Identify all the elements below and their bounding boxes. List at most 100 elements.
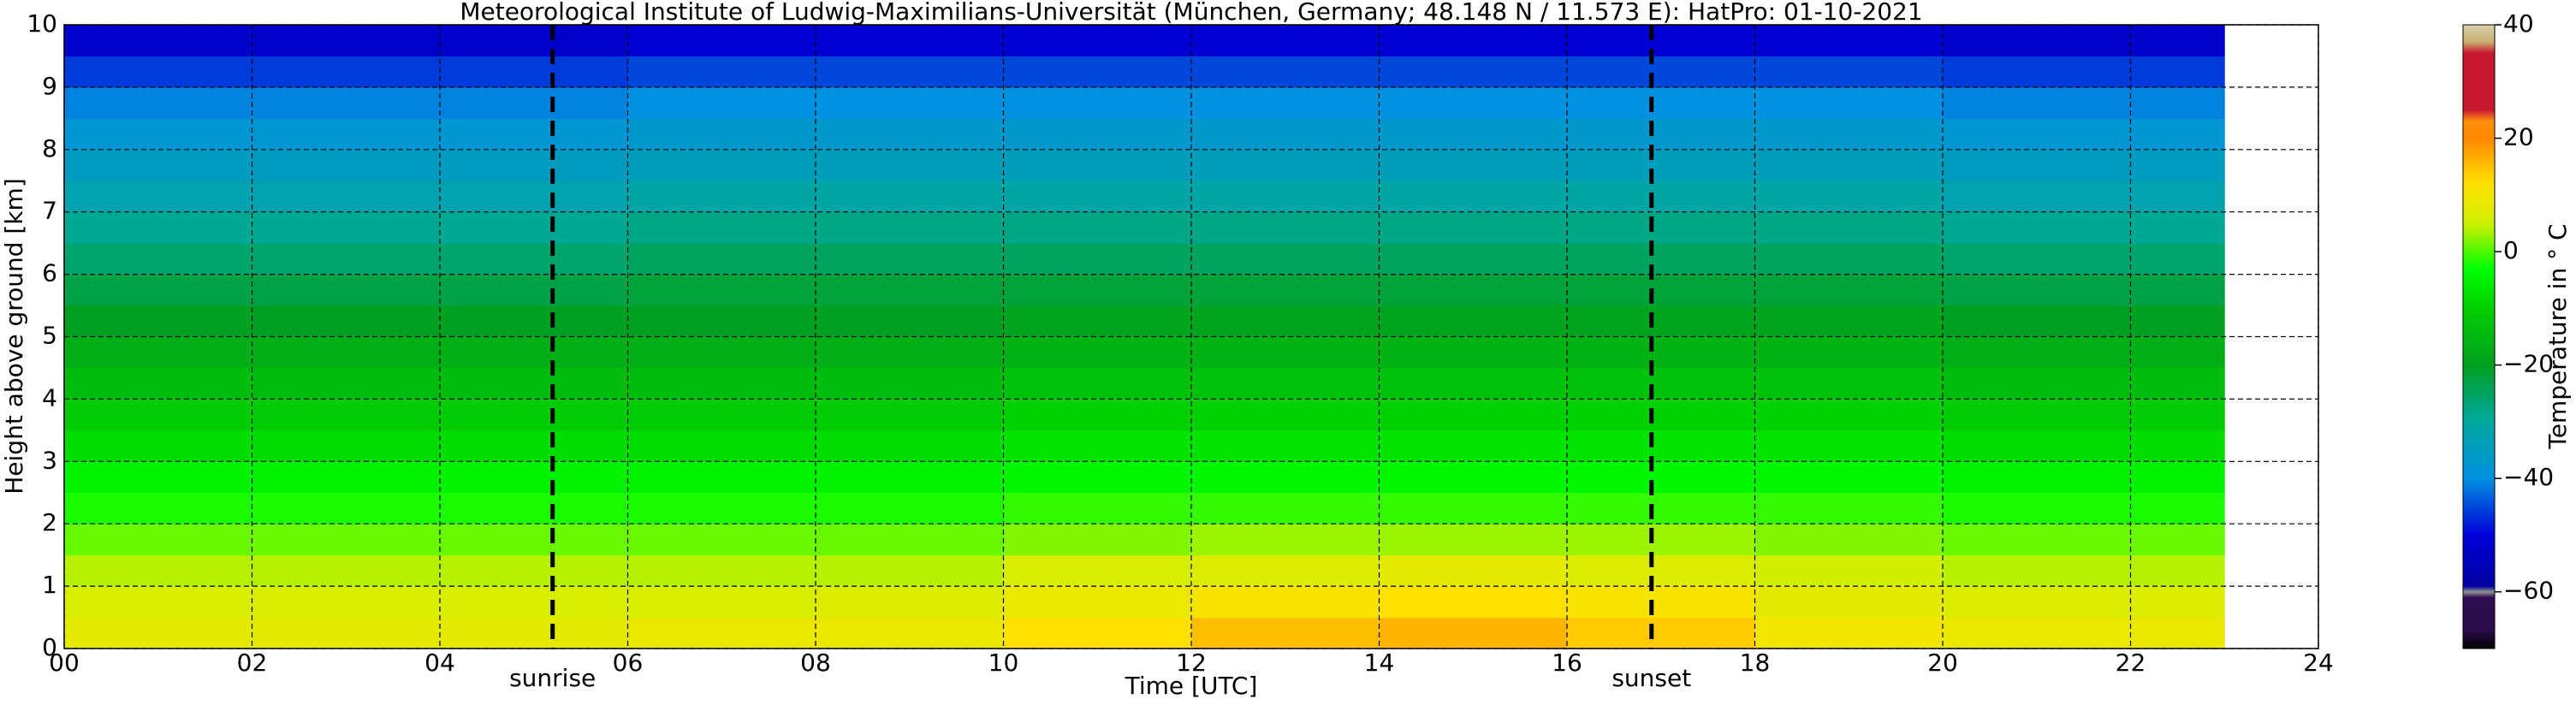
heatmap-cell	[1379, 149, 1568, 181]
heatmap-cell	[1191, 181, 1380, 213]
y-tick-label: 8	[42, 134, 57, 163]
heatmap-cell	[816, 399, 1004, 431]
heatmap-cell	[440, 617, 628, 649]
heatmap-cell	[252, 149, 441, 181]
heatmap-cell	[1379, 305, 1568, 337]
heatmap-cell	[252, 211, 441, 244]
heatmap-cell	[1943, 617, 2131, 649]
heatmap-cell	[1191, 336, 1380, 369]
heatmap-cell	[816, 461, 1004, 494]
y-tick-label: 4	[42, 383, 57, 412]
heatmap-cell	[440, 399, 628, 431]
heatmap-cell	[1943, 25, 2131, 56]
heatmap-cell	[1379, 336, 1568, 369]
y-tick-label: 9	[42, 72, 57, 100]
x-tick-label: 12	[1176, 649, 1207, 677]
heatmap-cell	[1379, 492, 1568, 524]
heatmap-cell	[64, 274, 252, 306]
heatmap-cell	[816, 430, 1004, 462]
colorbar-tick-label: −60	[2503, 577, 2554, 605]
y-tick-label: 0	[42, 633, 57, 661]
heatmap-cell	[252, 430, 441, 462]
heatmap-cell	[1379, 118, 1568, 151]
heatmap-cell	[1003, 118, 1192, 151]
heatmap-cell	[1191, 274, 1380, 306]
heatmap-cell	[440, 243, 628, 275]
heatmap-cell	[1754, 492, 1944, 524]
heatmap-cell	[1003, 430, 1192, 462]
heatmap-cell	[2130, 274, 2225, 306]
colorbar-tick-label: 0	[2503, 236, 2519, 264]
heatmap-cell	[1943, 181, 2131, 213]
heatmap-cell	[1567, 430, 1755, 462]
heatmap-cell	[2130, 56, 2225, 88]
heatmap-cell	[252, 56, 441, 88]
heatmap-cell	[816, 56, 1004, 88]
heatmap-cell	[64, 149, 252, 181]
heatmap-cell	[440, 586, 628, 619]
heatmap-cell	[2130, 524, 2225, 556]
heatmap-cell	[252, 367, 441, 400]
y-tick-label: 5	[42, 322, 57, 350]
colorbar-tick-label: −20	[2503, 350, 2554, 378]
x-tick-label: 24	[2303, 649, 2334, 677]
heatmap-cell	[440, 492, 628, 524]
x-tick-label: 10	[988, 649, 1019, 677]
heatmap-cell	[627, 554, 816, 587]
heatmap-cell	[440, 336, 628, 369]
heatmap-cell	[1754, 243, 1944, 275]
heatmap-cell	[252, 524, 441, 556]
heatmap-cell	[1943, 367, 2131, 400]
heatmap-cell	[816, 524, 1004, 556]
x-tick-label: 08	[800, 649, 831, 677]
heatmap-cell	[1379, 274, 1568, 306]
heatmap-cell	[1191, 86, 1380, 119]
heatmap-cell	[1379, 86, 1568, 119]
heatmap-cell	[2130, 586, 2225, 619]
heatmap-cell	[1191, 211, 1380, 244]
colorbar-tick-label: −40	[2503, 463, 2554, 491]
heatmap-cell	[252, 336, 441, 369]
heatmap-cell	[1567, 118, 1755, 151]
heatmap-cell	[627, 149, 816, 181]
heatmap-cell	[1191, 118, 1380, 151]
heatmap-cell	[1191, 492, 1380, 524]
heatmap-cell	[1567, 617, 1755, 649]
heatmap-cell	[816, 336, 1004, 369]
heatmap-cell	[1567, 399, 1755, 431]
heatmap-cell	[64, 336, 252, 369]
heatmap-cell	[1943, 243, 2131, 275]
heatmap-cell	[627, 399, 816, 431]
x-tick-label: 04	[424, 649, 455, 677]
heatmap-cell	[1754, 274, 1944, 306]
heatmap-cell	[1379, 367, 1568, 400]
heatmap-cell	[64, 461, 252, 494]
heatmap-cell	[2130, 149, 2225, 181]
heatmap-cell	[440, 86, 628, 119]
heatmap-cell	[1567, 86, 1755, 119]
heatmap-cell	[252, 586, 441, 619]
heatmap-cell	[252, 492, 441, 524]
x-tick-label: 06	[613, 649, 644, 677]
heatmap-cell	[2130, 118, 2225, 151]
heatmap-cell	[1003, 86, 1192, 119]
heatmap-cell	[1567, 149, 1755, 181]
heatmap-cell	[627, 118, 816, 151]
heatmap-cell	[252, 181, 441, 213]
heatmap-cell	[1754, 617, 1944, 649]
heatmap-cell	[816, 586, 1004, 619]
heatmap-cell	[1003, 56, 1192, 88]
heatmap-cell	[1379, 617, 1568, 649]
heatmap-cell	[2130, 554, 2225, 587]
heatmap-cell	[1191, 149, 1380, 181]
heatmap-cell	[1943, 554, 2131, 587]
heatmap-cell	[816, 367, 1004, 400]
heatmap-cell	[1379, 554, 1568, 587]
heatmap-cell	[1567, 56, 1755, 88]
heatmap-cell	[252, 305, 441, 337]
heatmap-cell	[627, 617, 816, 649]
heatmap-cell	[1191, 56, 1380, 88]
y-tick-label: 6	[42, 259, 57, 287]
heatmap-cell	[2130, 399, 2225, 431]
heatmap-cell	[1567, 243, 1755, 275]
